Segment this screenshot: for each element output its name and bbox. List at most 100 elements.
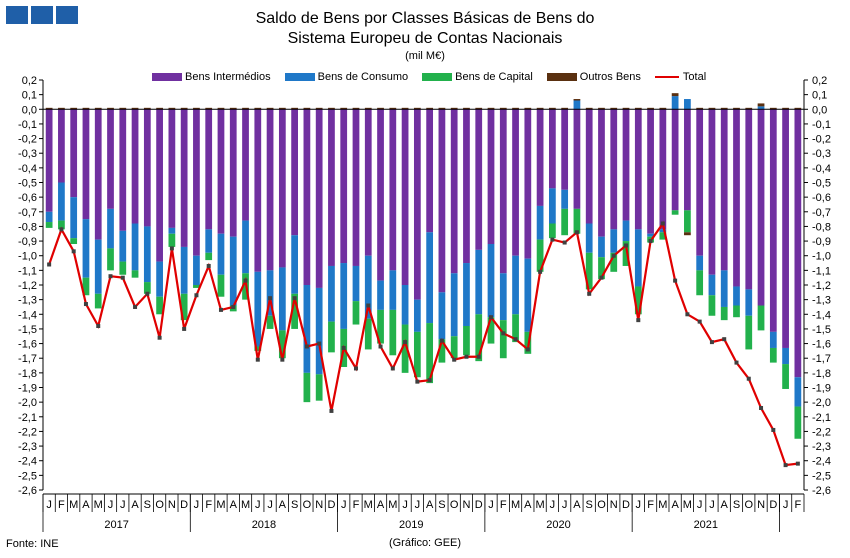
- total-point: [746, 376, 751, 381]
- bar-outros: [119, 107, 127, 110]
- bar-capital: [119, 261, 127, 275]
- bar-consumo: [585, 223, 593, 253]
- bar-outros: [524, 107, 532, 110]
- y-tick-label-right: -1,4: [812, 309, 831, 321]
- bar-outros: [634, 107, 642, 110]
- bar-outros: [782, 107, 789, 110]
- bar-consumo: [634, 229, 642, 287]
- bar-consumo: [364, 255, 372, 319]
- y-tick-label-right: -0,7: [812, 207, 831, 219]
- legend-label-intermedios: Bens Intermédios: [185, 71, 271, 83]
- x-month-label: O: [450, 499, 459, 511]
- x-year-label: 2020: [546, 519, 570, 531]
- x-month-label: M: [658, 499, 667, 511]
- bar-intermedios: [536, 109, 544, 206]
- bar-consumo: [266, 270, 274, 316]
- bar-intermedios: [622, 109, 630, 221]
- total-point: [268, 296, 273, 301]
- bar-consumo: [769, 331, 777, 348]
- y-tick-label-right: -2,0: [812, 397, 831, 409]
- y-tick-label-left: -0,4: [18, 163, 37, 175]
- bar-consumo: [733, 286, 740, 306]
- brand-logo-block-2: [31, 6, 53, 24]
- total-point: [317, 341, 322, 346]
- bar-capital: [352, 301, 360, 325]
- total-point: [501, 331, 506, 336]
- bar-intermedios: [438, 109, 446, 293]
- y-tick-label-left: -0,7: [18, 207, 37, 219]
- total-point: [206, 263, 211, 268]
- x-month-label: M: [536, 499, 545, 511]
- total-point: [562, 240, 567, 245]
- bar-consumo: [70, 197, 78, 239]
- bar-outros: [512, 107, 519, 110]
- total-point: [83, 302, 88, 307]
- x-month-label: J: [108, 499, 114, 511]
- total-point: [439, 338, 444, 343]
- x-month-label: N: [315, 499, 323, 511]
- bar-intermedios: [168, 109, 176, 228]
- bar-intermedios: [131, 109, 139, 224]
- bar-outros: [463, 107, 470, 110]
- y-tick-label-right: -0,4: [812, 163, 831, 175]
- total-point: [47, 262, 52, 267]
- total-point: [538, 269, 543, 274]
- bar-consumo: [291, 235, 298, 294]
- legend-label-consumo: Bens de Consumo: [317, 71, 409, 83]
- bar-consumo: [782, 347, 789, 365]
- total-point: [673, 278, 678, 283]
- bar-consumo: [413, 299, 421, 332]
- bar-consumo: [107, 208, 114, 249]
- y-tick-label-right: -2,1: [812, 412, 831, 424]
- x-month-label: F: [353, 499, 360, 511]
- bar-capital: [266, 315, 274, 329]
- bar-capital: [499, 320, 507, 359]
- y-tick-label-left: -2,1: [18, 412, 37, 424]
- bar-consumo: [524, 258, 532, 332]
- y-tick-label-left: -1,7: [18, 353, 37, 365]
- x-year-label: 2017: [104, 519, 128, 531]
- bar-outros: [475, 107, 483, 110]
- total-point: [660, 221, 665, 226]
- total-point: [599, 275, 604, 280]
- legend-swatch-consumo: [284, 73, 315, 81]
- x-month-label: A: [131, 499, 139, 511]
- bar-capital: [254, 346, 262, 351]
- legend-label-outros: Outros Bens: [579, 71, 641, 83]
- total-point: [771, 427, 776, 432]
- bar-consumo: [389, 270, 397, 310]
- bar-capital: [303, 372, 311, 403]
- x-month-label: N: [462, 499, 470, 511]
- x-month-label: J: [636, 499, 642, 511]
- y-tick-label-right: -2,2: [812, 426, 831, 438]
- y-tick-label-left: -2,4: [18, 456, 37, 468]
- bar-outros: [94, 107, 102, 110]
- credit-note: (Gráfico: GEE): [388, 537, 462, 549]
- bar-consumo: [610, 229, 618, 253]
- bar-consumo: [794, 377, 802, 407]
- bar-outros: [45, 107, 53, 110]
- bar-capital: [450, 336, 458, 359]
- total-point: [182, 326, 187, 331]
- x-month-label: D: [180, 499, 188, 511]
- y-tick-label-right: -2,3: [812, 441, 831, 453]
- bar-capital: [659, 232, 667, 240]
- y-tick-label-left: 0,2: [22, 75, 37, 87]
- total-point: [243, 278, 248, 283]
- bar-intermedios: [205, 109, 213, 230]
- bar-consumo: [180, 246, 188, 294]
- total-point: [685, 312, 690, 317]
- bar-intermedios: [82, 109, 90, 220]
- bar-capital: [107, 248, 114, 271]
- total-point: [611, 253, 616, 258]
- x-month-label: M: [241, 499, 250, 511]
- bar-intermedios: [696, 109, 704, 256]
- bar-outros: [340, 107, 348, 110]
- y-tick-label-right: -1,1: [812, 265, 831, 277]
- bar-intermedios: [156, 109, 163, 262]
- bar-intermedios: [659, 109, 667, 230]
- y-tick-label-left: -0,2: [18, 134, 37, 146]
- bar-outros: [352, 107, 360, 110]
- bar-outros: [438, 107, 446, 110]
- bar-capital: [70, 238, 78, 244]
